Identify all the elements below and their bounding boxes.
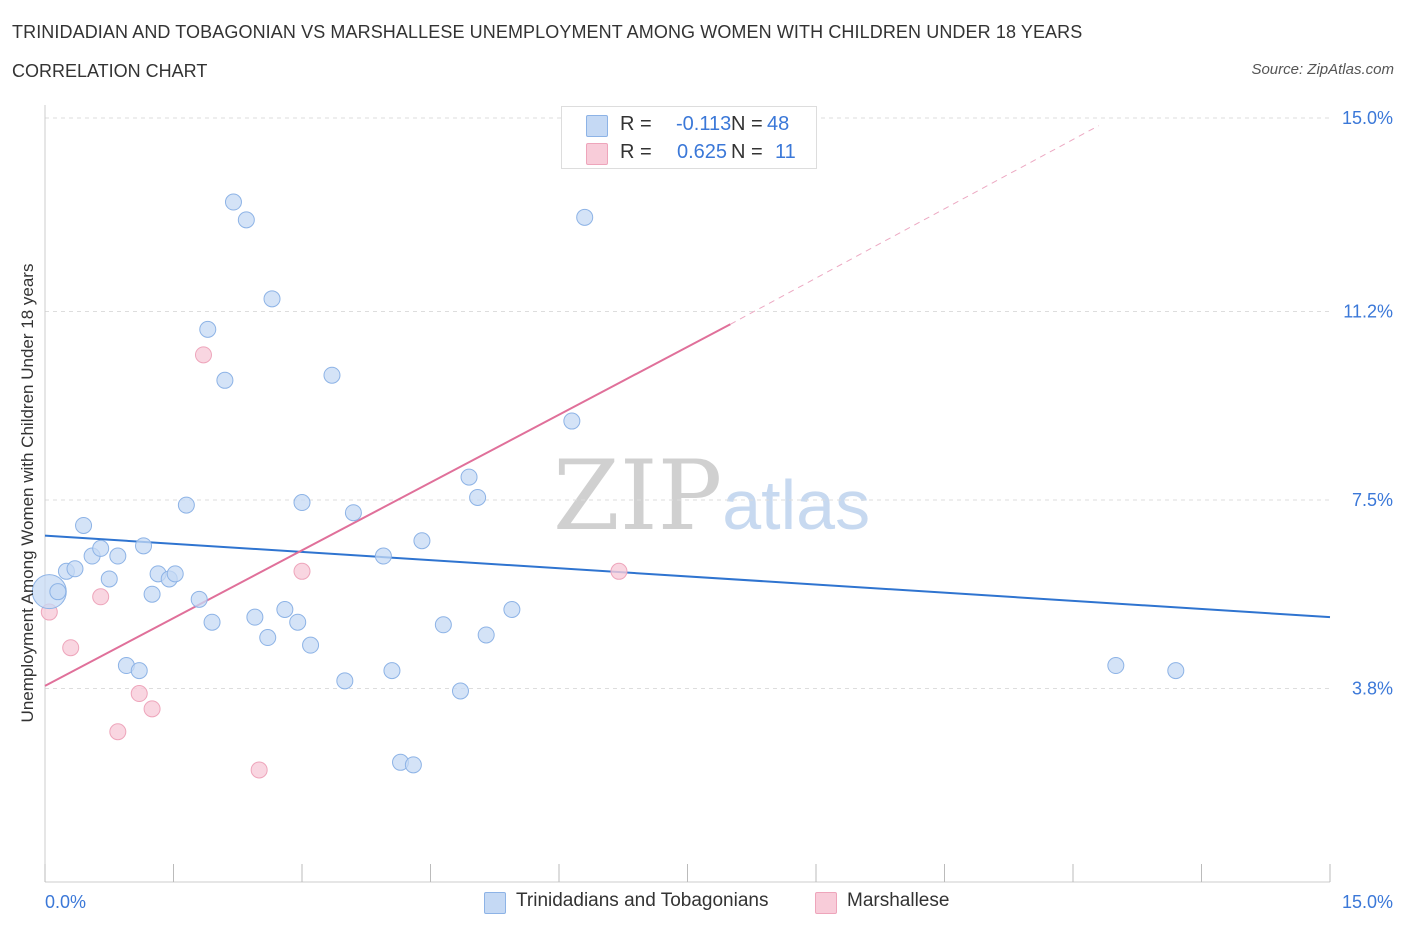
point-trinidadian: [383, 662, 401, 680]
y-tick-label: 7.5%: [1352, 490, 1393, 510]
point-marshallese: [92, 588, 110, 606]
label-layer: 3.8% 7.5% 11.2% 15.0% 0.0% 15.0%: [45, 108, 1393, 912]
point-trinidadian: [135, 537, 153, 555]
point-marshallese: [62, 639, 80, 657]
watermark-zip: ZIP: [553, 440, 723, 552]
point-trinidadian: [259, 629, 277, 647]
trend-line-trinidadian: [44, 534, 1331, 619]
point-trinidadian: [130, 662, 148, 680]
point-trinidadian: [203, 613, 221, 631]
point-trinidadian: [576, 208, 594, 226]
legend-swatch-blue: [586, 115, 608, 137]
point-trinidadian: [166, 565, 184, 583]
source-label: Source: ZipAtlas.com: [1251, 61, 1394, 78]
legend-n-value-marshallese: 11: [775, 141, 796, 163]
point-trinidadian: [1167, 662, 1185, 680]
point-layer: [31, 193, 1185, 779]
point-trinidadian: [293, 494, 311, 512]
watermark: ZIPatlas: [553, 440, 870, 552]
point-trinidadian: [460, 468, 478, 486]
point-trinidadian: [302, 636, 320, 654]
point-trinidadian: [75, 516, 93, 534]
trend-layer: [44, 125, 1331, 687]
bottom-legend-label-trinidadian: Trinidadians and Tobagonians: [516, 890, 769, 911]
legend-n-label: N =: [731, 113, 763, 135]
point-trinidadian: [469, 488, 487, 506]
chart-title: TRINIDADIAN AND TOBAGONIAN VS MARSHALLES…: [12, 22, 1083, 42]
point-trinidadian: [177, 496, 195, 514]
point-trinidadian: [323, 366, 341, 384]
chart-subtitle: CORRELATION CHART: [12, 61, 208, 81]
legend-swatch-pink: [586, 143, 608, 165]
point-marshallese: [194, 346, 212, 364]
point-marshallese: [250, 761, 268, 779]
y-tick-label: 15.0%: [1342, 108, 1393, 128]
x-tick-label-max: 15.0%: [1342, 892, 1393, 912]
legend-n-label: N =: [731, 141, 763, 163]
point-trinidadian: [276, 601, 294, 619]
point-trinidadian: [92, 539, 110, 557]
point-trinidadian: [246, 608, 264, 626]
bottom-legend-label-marshallese: Marshallese: [847, 890, 950, 911]
y-tick-label: 3.8%: [1352, 678, 1393, 698]
trend-line-marshallese-extension: [730, 125, 1099, 325]
point-trinidadian: [263, 290, 281, 308]
legend-r-label: R =: [620, 141, 652, 163]
point-trinidadian: [216, 371, 234, 389]
point-trinidadian: [199, 320, 217, 338]
bottom-legend-swatch-blue: [484, 892, 506, 914]
point-marshallese: [109, 723, 127, 741]
axis-layer: [44, 105, 1331, 883]
legend-r-value-marshallese: 0.625: [677, 141, 728, 163]
point-trinidadian: [477, 626, 495, 644]
y-axis-title: Unemployment Among Women with Children U…: [18, 263, 37, 723]
point-marshallese: [610, 562, 628, 580]
point-trinidadian: [237, 211, 255, 229]
point-marshallese: [293, 562, 311, 580]
point-trinidadian: [563, 412, 581, 430]
point-trinidadian: [374, 547, 392, 565]
point-trinidadian: [224, 193, 242, 211]
x-tick-label-min: 0.0%: [45, 892, 86, 912]
point-trinidadian: [413, 532, 431, 550]
legend-n-value-trinidadian: 48: [767, 113, 790, 135]
legend-r-value-trinidadian: -0.113: [676, 113, 732, 135]
point-trinidadian: [434, 616, 452, 634]
point-trinidadian: [1107, 657, 1125, 675]
stats-legend: R = -0.113 N = 48 R = 0.625 N = 11: [561, 106, 817, 169]
bottom-legend-swatch-pink: [815, 892, 837, 914]
trend-line-marshallese: [44, 323, 731, 687]
point-trinidadian: [289, 613, 307, 631]
point-marshallese: [143, 700, 161, 718]
point-trinidadian: [336, 672, 354, 690]
y-tick-label: 11.2%: [1343, 302, 1393, 322]
point-trinidadian: [109, 547, 127, 565]
point-trinidadian: [100, 570, 118, 588]
point-trinidadian: [190, 590, 208, 608]
point-trinidadian: [66, 560, 84, 578]
point-trinidadian: [344, 504, 362, 522]
point-trinidadian: [404, 756, 422, 774]
point-marshallese: [130, 685, 148, 703]
point-trinidadian: [49, 583, 67, 601]
point-trinidadian: [143, 585, 161, 603]
watermark-atlas: atlas: [722, 466, 871, 544]
legend-r-label: R =: [620, 113, 652, 135]
point-trinidadian: [451, 682, 469, 700]
point-trinidadian: [503, 601, 521, 619]
